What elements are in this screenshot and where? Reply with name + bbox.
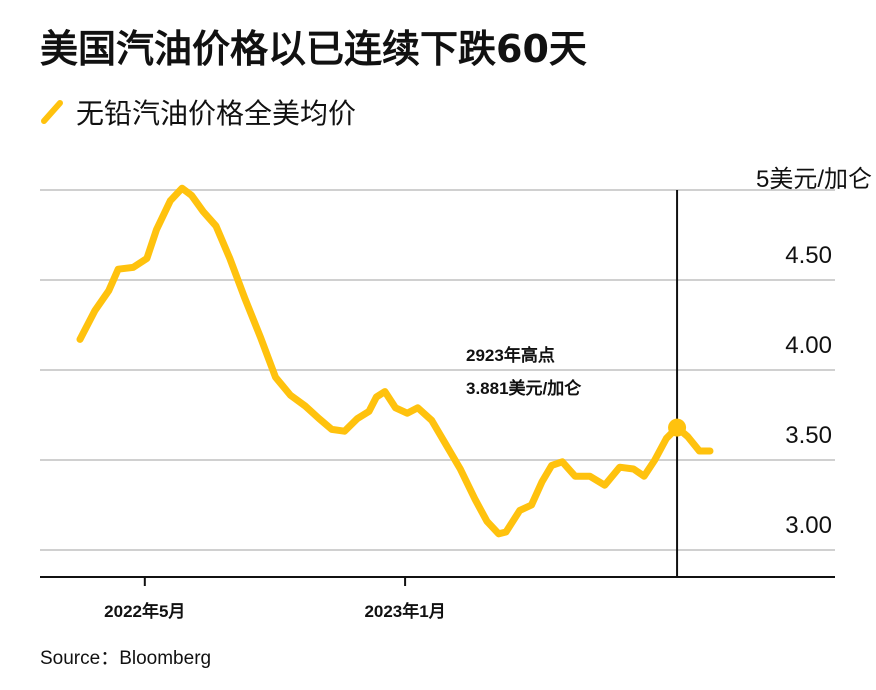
y-tick-label: 4.50 <box>785 242 832 269</box>
high-marker-point <box>668 418 687 437</box>
chart-title: 美国汽油价格以已连续下跌60天 <box>40 27 587 71</box>
annotation-line-2: 3.881美元/加仑 <box>466 378 582 398</box>
legend: 无铅汽油价格全美均价 <box>40 92 356 132</box>
y-tick-label: 3.00 <box>785 512 832 539</box>
series-line-gasoline-price <box>76 184 714 538</box>
y-tick-label: 4.00 <box>785 332 832 359</box>
y-tick-label: 3.50 <box>785 422 832 449</box>
y-axis-unit-label: 5美元/加仑 <box>756 166 872 193</box>
legend-line-icon <box>41 100 63 124</box>
x-tick-label: 2022年5月 <box>104 601 185 621</box>
annotation-line-1: 2923年高点 <box>466 345 555 365</box>
y-axis-ticks: 3.00 3.50 4.00 4.50 <box>785 242 832 539</box>
source-note: Source：Bloomberg <box>40 648 212 669</box>
x-axis-ticks: 2022年5月 2023年1月 <box>104 577 446 621</box>
grid-lines <box>40 189 835 551</box>
x-tick-label: 2023年1月 <box>364 601 445 621</box>
legend-label: 无铅汽油价格全美均价 <box>76 97 357 130</box>
